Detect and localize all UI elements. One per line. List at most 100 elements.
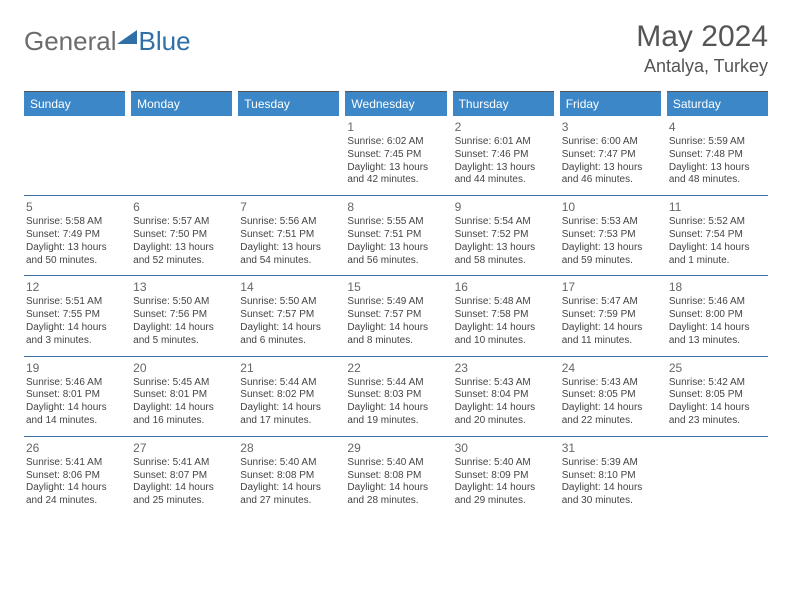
day-number: 26 <box>26 441 123 455</box>
sunrise-text: Sunrise: 5:48 AM <box>455 296 552 309</box>
day-number: 27 <box>133 441 230 455</box>
daylight-text-2: and 11 minutes. <box>562 335 659 348</box>
day-number: 21 <box>240 361 337 375</box>
daylight-text: Daylight: 14 hours <box>26 322 123 335</box>
day-number: 8 <box>347 200 444 214</box>
calendar-cell: 19Sunrise: 5:46 AMSunset: 8:01 PMDayligh… <box>24 357 125 434</box>
logo-text-blue: Blue <box>139 26 191 57</box>
calendar-cell: 8Sunrise: 5:55 AMSunset: 7:51 PMDaylight… <box>345 196 446 273</box>
calendar-cell <box>24 116 125 193</box>
sunrise-text: Sunrise: 5:44 AM <box>240 377 337 390</box>
calendar-cell: 17Sunrise: 5:47 AMSunset: 7:59 PMDayligh… <box>560 276 661 353</box>
sunset-text: Sunset: 8:04 PM <box>455 389 552 402</box>
daylight-text: Daylight: 13 hours <box>669 162 766 175</box>
calendar-cell: 6Sunrise: 5:57 AMSunset: 7:50 PMDaylight… <box>131 196 232 273</box>
calendar-cell: 10 Sunrise: 5:53 AMSunset: 7:53 PMDayligh… <box>560 196 661 273</box>
day-number: 29 <box>347 441 444 455</box>
day-number: 25 <box>669 361 766 375</box>
calendar-cell: 30Sunrise: 5:40 AMSunset: 8:09 PMDayligh… <box>453 437 554 514</box>
daylight-text-2: and 10 minutes. <box>455 335 552 348</box>
calendar-cell: 15Sunrise: 5:49 AMSunset: 7:57 PMDayligh… <box>345 276 446 353</box>
sunset-text: Sunset: 7:57 PM <box>347 309 444 322</box>
day-info: Sunrise: 5:53 AMSunset: 7:53 PMDaylight:… <box>562 216 659 267</box>
daylight-text: Daylight: 14 hours <box>26 402 123 415</box>
calendar-cell: 12Sunrise: 5:51 AMSunset: 7:55 PMDayligh… <box>24 276 125 353</box>
day-info: Sunrise: 5:56 AMSunset: 7:51 PMDaylight:… <box>240 216 337 267</box>
daylight-text-2: and 29 minutes. <box>455 495 552 508</box>
weekday-header: Saturday <box>667 91 768 116</box>
day-info: Sunrise: 5:59 AMSunset: 7:48 PMDaylight:… <box>669 136 766 187</box>
daylight-text-2: and 13 minutes. <box>669 335 766 348</box>
sunrise-text: Sunrise: 5:42 AM <box>669 377 766 390</box>
daylight-text: Daylight: 13 hours <box>347 242 444 255</box>
daylight-text-2: and 23 minutes. <box>669 415 766 428</box>
day-info: Sunrise: 5:57 AMSunset: 7:50 PMDaylight:… <box>133 216 230 267</box>
title-block: May 2024 Antalya, Turkey <box>636 20 768 77</box>
daylight-text: Daylight: 13 hours <box>133 242 230 255</box>
calendar-cell: 23 Sunrise: 5:43 AMSunset: 8:04 PMDayligh… <box>453 357 554 434</box>
day-number: 17 <box>562 280 659 294</box>
day-info: Sunrise: 5:52 AMSunset: 7:54 PMDaylight:… <box>669 216 766 267</box>
sunrise-text: Sunrise: 5:55 AM <box>347 216 444 229</box>
calendar-cell: 18Sunrise: 5:46 AMSunset: 8:00 PMDayligh… <box>667 276 768 353</box>
weekday-header: Sunday <box>24 91 125 116</box>
calendar-cell: 9Sunrise: 5:54 AMSunset: 7:52 PMDaylight… <box>453 196 554 273</box>
logo: General Blue <box>24 26 191 57</box>
weekday-header: Tuesday <box>238 91 339 116</box>
daylight-text: Daylight: 14 hours <box>347 482 444 495</box>
daylight-text-2: and 17 minutes. <box>240 415 337 428</box>
day-number: 10 <box>562 200 659 214</box>
daylight-text: Daylight: 14 hours <box>455 402 552 415</box>
calendar-cell: 1Sunrise: 6:02 AMSunset: 7:45 PMDaylight… <box>345 116 446 193</box>
sunrise-text: Sunrise: 5:44 AM <box>347 377 444 390</box>
sunrise-text: Sunrise: 5:40 AM <box>455 457 552 470</box>
sunset-text: Sunset: 8:09 PM <box>455 470 552 483</box>
day-info: Sunrise: 5:40 AMSunset: 8:08 PMDaylight:… <box>347 457 444 508</box>
daylight-text: Daylight: 13 hours <box>26 242 123 255</box>
daylight-text-2: and 22 minutes. <box>562 415 659 428</box>
day-info: Sunrise: 5:40 AMSunset: 8:08 PMDaylight:… <box>240 457 337 508</box>
sunrise-text: Sunrise: 5:43 AM <box>455 377 552 390</box>
calendar-cell <box>238 116 339 193</box>
day-info: Sunrise: 5:41 AMSunset: 8:06 PMDaylight:… <box>26 457 123 508</box>
sunrise-text: Sunrise: 5:57 AM <box>133 216 230 229</box>
daylight-text: Daylight: 13 hours <box>562 242 659 255</box>
daylight-text-2: and 24 minutes. <box>26 495 123 508</box>
sunset-text: Sunset: 7:57 PM <box>240 309 337 322</box>
calendar-cell: 3Sunrise: 6:00 AMSunset: 7:47 PMDaylight… <box>560 116 661 193</box>
daylight-text-2: and 46 minutes. <box>562 174 659 187</box>
day-number: 22 <box>347 361 444 375</box>
calendar-cell: 2Sunrise: 6:01 AMSunset: 7:46 PMDaylight… <box>453 116 554 193</box>
calendar-cell: 29 Sunrise: 5:40 AMSunset: 8:08 PMDayligh… <box>345 437 446 514</box>
daylight-text-2: and 5 minutes. <box>133 335 230 348</box>
daylight-text: Daylight: 14 hours <box>562 482 659 495</box>
day-number: 23 <box>455 361 552 375</box>
daylight-text: Daylight: 13 hours <box>562 162 659 175</box>
header: General Blue May 2024 Antalya, Turkey <box>24 20 768 77</box>
daylight-text: Daylight: 14 hours <box>455 482 552 495</box>
daylight-text-2: and 6 minutes. <box>240 335 337 348</box>
daylight-text: Daylight: 14 hours <box>240 402 337 415</box>
calendar-cell: 28Sunrise: 5:40 AMSunset: 8:08 PMDayligh… <box>238 437 339 514</box>
day-info: Sunrise: 5:40 AMSunset: 8:09 PMDaylight:… <box>455 457 552 508</box>
sunrise-text: Sunrise: 5:50 AM <box>240 296 337 309</box>
sunset-text: Sunset: 7:53 PM <box>562 229 659 242</box>
calendar-cell: 5Sunrise: 5:58 AMSunset: 7:49 PMDaylight… <box>24 196 125 273</box>
daylight-text-2: and 16 minutes. <box>133 415 230 428</box>
daylight-text-2: and 19 minutes. <box>347 415 444 428</box>
sunrise-text: Sunrise: 6:01 AM <box>455 136 552 149</box>
sunrise-text: Sunrise: 5:52 AM <box>669 216 766 229</box>
sunset-text: Sunset: 8:05 PM <box>562 389 659 402</box>
daylight-text: Daylight: 13 hours <box>455 242 552 255</box>
daylight-text: Daylight: 14 hours <box>347 402 444 415</box>
daylight-text: Daylight: 13 hours <box>347 162 444 175</box>
day-info: Sunrise: 5:46 AMSunset: 8:01 PMDaylight:… <box>26 377 123 428</box>
sunset-text: Sunset: 8:08 PM <box>240 470 337 483</box>
sunset-text: Sunset: 7:46 PM <box>455 149 552 162</box>
daylight-text-2: and 14 minutes. <box>26 415 123 428</box>
weekday-header: Friday <box>560 91 661 116</box>
day-info: Sunrise: 6:00 AMSunset: 7:47 PMDaylight:… <box>562 136 659 187</box>
calendar-cell <box>667 437 768 514</box>
weekday-header: Wednesday <box>345 91 446 116</box>
calendar-cell: 13Sunrise: 5:50 AMSunset: 7:56 PMDayligh… <box>131 276 232 353</box>
